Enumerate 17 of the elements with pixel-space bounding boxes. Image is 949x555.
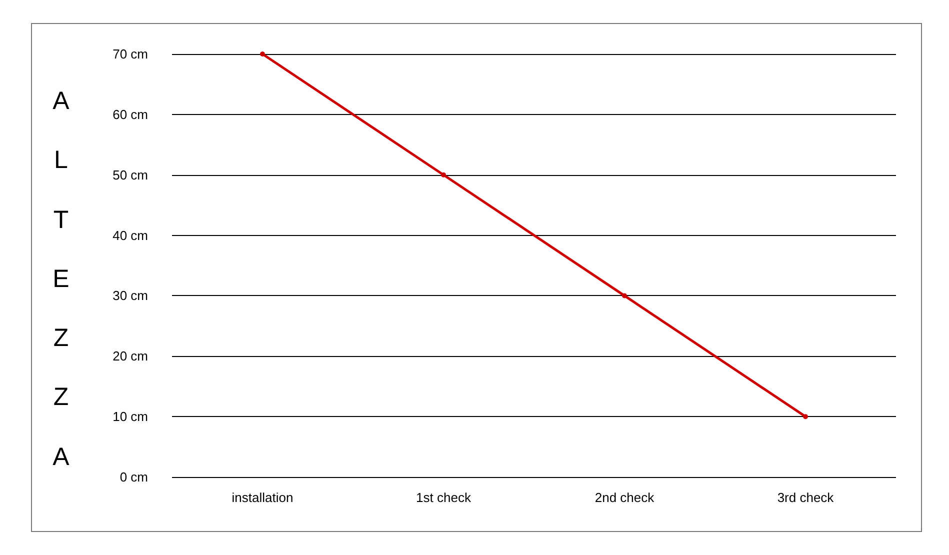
point <box>622 293 627 298</box>
x-tick-label: 3rd check <box>777 490 834 505</box>
x-tick-label: installation <box>232 490 294 505</box>
point <box>803 414 808 420</box>
x-tick-label: 2nd check <box>594 490 655 505</box>
y-tick-label: 40 cm <box>112 228 148 243</box>
y-tick-label: 20 cm <box>112 348 148 364</box>
y-tick-label: 70 cm <box>112 46 148 62</box>
y-tick-label: 60 cm <box>112 106 148 122</box>
y-tick-label: 50 cm <box>112 167 148 182</box>
point <box>260 52 265 56</box>
point <box>441 172 446 178</box>
y-tick-label: 10 cm <box>112 409 148 424</box>
y-tick-label: 30 cm <box>112 288 148 304</box>
x-tick-label: 1st check <box>416 490 472 505</box>
y-tick-label: 0 cm <box>120 470 148 484</box>
text: ALTEZZA <box>52 87 70 471</box>
